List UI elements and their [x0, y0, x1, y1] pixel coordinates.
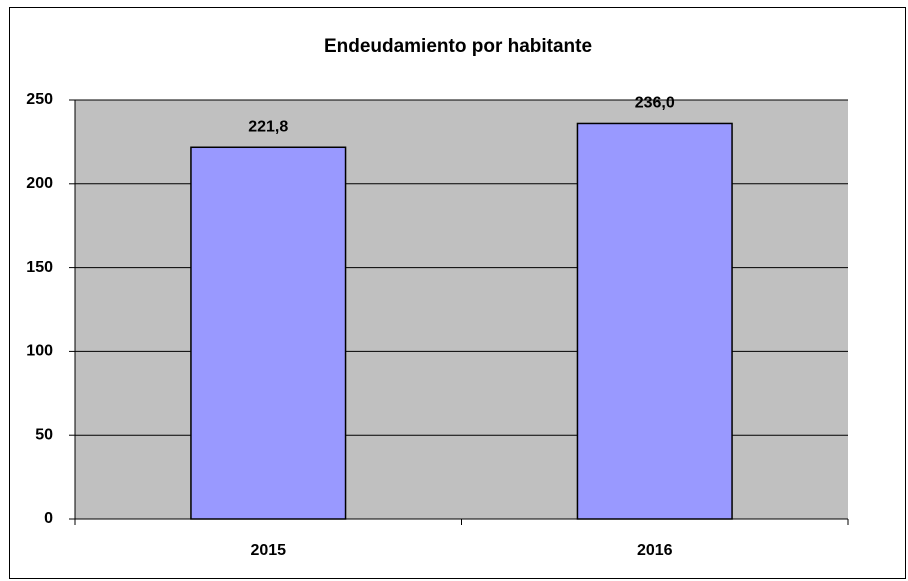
- y-tick-label: 200: [26, 175, 53, 192]
- y-tick-label: 0: [44, 510, 53, 527]
- bar: [190, 146, 347, 520]
- y-tick-label: 50: [35, 426, 53, 443]
- y-tick-label: 250: [26, 91, 53, 108]
- data-label: 236,0: [635, 95, 675, 112]
- bar: [576, 122, 733, 520]
- x-tick-label: 2015: [250, 542, 286, 559]
- y-tick-label: 150: [26, 259, 53, 276]
- y-tick-label: 100: [26, 343, 53, 360]
- x-tick-label: 2016: [637, 542, 673, 559]
- chart-title: Endeudamiento por habitante: [324, 36, 592, 57]
- data-label: 221,8: [248, 118, 288, 135]
